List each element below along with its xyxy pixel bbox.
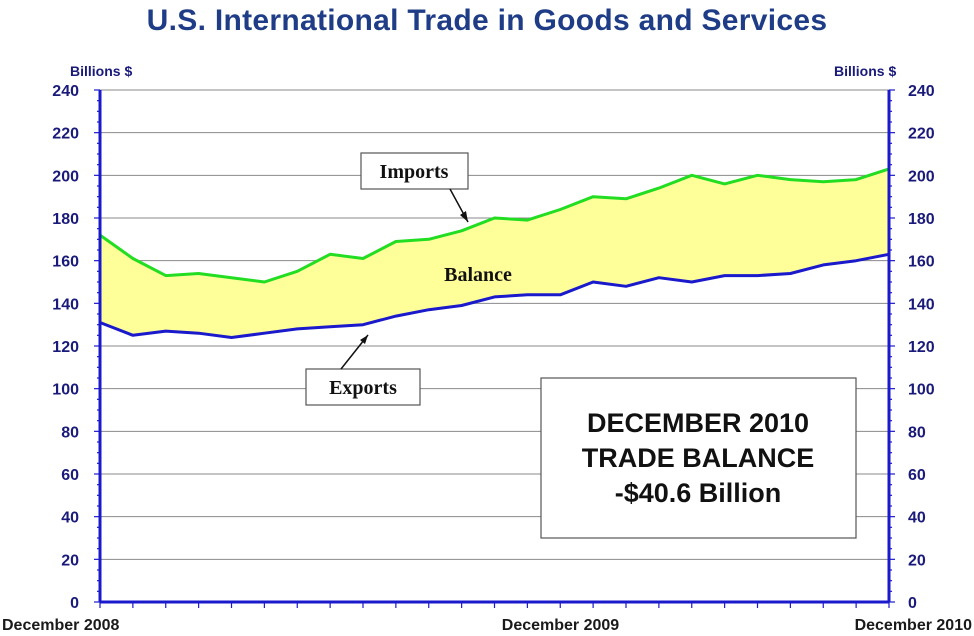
imports-callout: Imports — [360, 152, 469, 223]
y-tick-label-right: 80 — [908, 424, 926, 441]
y-tick-label-right: 20 — [908, 552, 926, 569]
exports-series-line — [99, 252, 890, 339]
y-tick-label-right: 160 — [908, 254, 935, 271]
y-tick-label-right: 140 — [908, 296, 935, 313]
y-tick-label-right: 120 — [908, 339, 935, 356]
right-unit-label: Billions $ — [834, 63, 896, 79]
imports-callout-box — [360, 152, 469, 190]
left-unit-label: Billions $ — [70, 63, 132, 79]
y-tick-label-left: 120 — [52, 339, 79, 356]
summary-box-frame — [540, 377, 857, 539]
x-tick-label: December 2009 — [502, 617, 620, 634]
exports-callout-label: Exports — [329, 377, 397, 399]
y-tick-label-left: 0 — [70, 595, 79, 612]
imports-callout-label: Imports — [380, 161, 449, 183]
y-tick-label-left: 60 — [61, 467, 79, 484]
y-tick-label-right: 40 — [908, 510, 926, 527]
x-tick-label: December 2010 — [855, 617, 973, 634]
y-tick-label-left: 200 — [52, 168, 79, 185]
exports-callout-box — [305, 368, 421, 406]
y-tick-label-left: 20 — [61, 552, 79, 569]
y-tick-label-right: 240 — [908, 83, 935, 100]
y-tick-label-left: 100 — [52, 382, 79, 399]
chart-title: U.S. International Trade in Goods and Se… — [146, 4, 828, 37]
y-tick-label-left: 220 — [52, 126, 79, 143]
trade-balance-summary-box: DECEMBER 2010 TRADE BALANCE -$40.6 Billi… — [540, 377, 857, 539]
y-tick-label-right: 180 — [908, 211, 935, 228]
exports-callout: Exports — [305, 334, 421, 406]
axes — [94, 89, 895, 608]
y-tick-label-right: 100 — [908, 382, 935, 399]
y-tick-label-left: 240 — [52, 83, 79, 100]
imports-series-line — [99, 167, 890, 284]
summary-line-value: -$40.6 Billion — [615, 478, 782, 508]
y-tick-label-right: 60 — [908, 467, 926, 484]
summary-line-heading: TRADE BALANCE — [582, 443, 815, 473]
y-tick-label-right: 220 — [908, 126, 935, 143]
y-tick-label-right: 200 — [908, 168, 935, 185]
y-tick-label-left: 160 — [52, 254, 79, 271]
y-tick-label-left: 80 — [61, 424, 79, 441]
balance-area — [100, 168, 889, 338]
y-tick-label-left: 140 — [52, 296, 79, 313]
x-tick-label: December 2008 — [2, 617, 120, 634]
imports-arrowhead — [460, 211, 468, 222]
y-tick-label-left: 180 — [52, 211, 79, 228]
y-tick-label-right: 0 — [908, 595, 917, 612]
exports-arrowhead — [360, 335, 368, 344]
summary-line-period: DECEMBER 2010 — [587, 408, 809, 438]
balance-label: Balance — [444, 264, 512, 286]
tick-labels: 0 0 20 20 40 40 60 60 80 80 100 100 120 120 140 140 160 1… — [2, 83, 972, 634]
y-tick-label-left: 40 — [61, 510, 79, 527]
